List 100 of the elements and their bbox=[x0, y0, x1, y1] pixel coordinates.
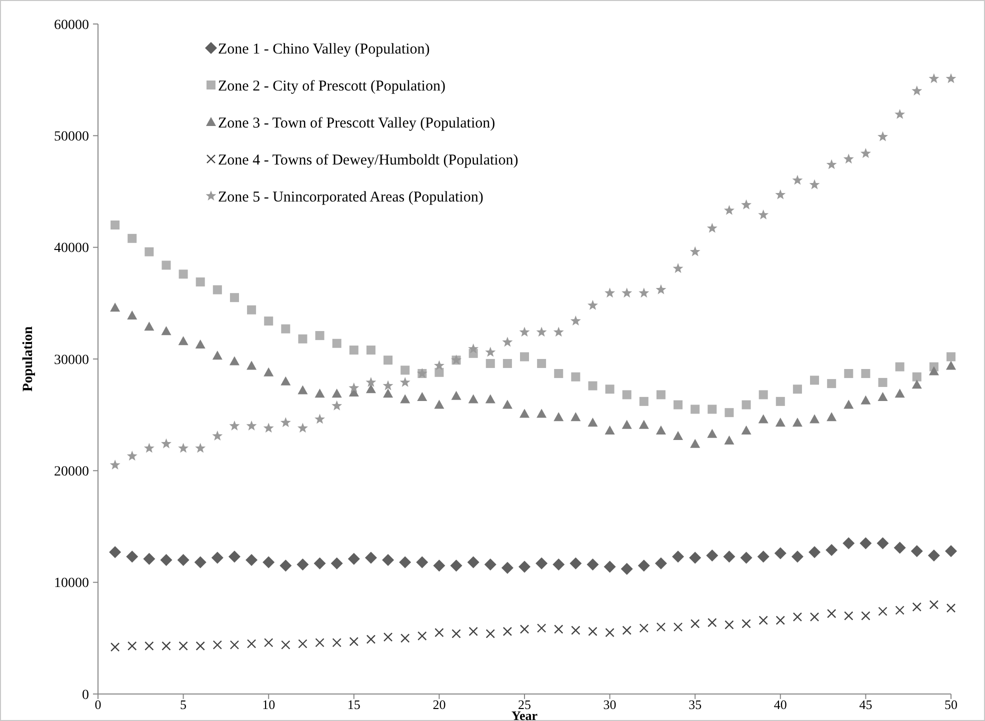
point bbox=[672, 263, 684, 273]
point bbox=[212, 430, 223, 440]
point bbox=[604, 560, 616, 573]
point bbox=[706, 222, 718, 233]
point bbox=[298, 639, 308, 648]
point bbox=[418, 631, 427, 641]
point bbox=[247, 305, 256, 314]
point bbox=[946, 603, 956, 613]
point bbox=[280, 376, 291, 386]
point bbox=[656, 622, 666, 632]
point bbox=[349, 346, 358, 355]
point bbox=[690, 619, 700, 628]
point bbox=[758, 616, 768, 625]
point bbox=[264, 638, 274, 648]
point bbox=[741, 425, 752, 434]
point bbox=[433, 560, 446, 572]
point bbox=[656, 425, 666, 434]
point bbox=[570, 316, 581, 326]
point bbox=[263, 422, 274, 433]
point bbox=[348, 552, 360, 565]
point bbox=[400, 634, 410, 643]
point bbox=[537, 358, 546, 368]
point bbox=[895, 362, 904, 372]
y-tick-label: 50000 bbox=[54, 130, 89, 145]
point bbox=[195, 339, 206, 348]
point bbox=[228, 550, 240, 563]
point bbox=[946, 73, 956, 84]
point bbox=[740, 552, 752, 564]
point bbox=[827, 379, 836, 388]
point bbox=[928, 550, 940, 562]
point bbox=[826, 609, 836, 618]
point bbox=[128, 641, 137, 651]
point bbox=[776, 616, 785, 625]
point bbox=[332, 338, 342, 348]
point bbox=[162, 641, 171, 651]
point bbox=[708, 404, 717, 414]
point bbox=[298, 385, 308, 394]
point bbox=[928, 73, 940, 84]
point bbox=[178, 641, 188, 651]
point bbox=[912, 86, 922, 96]
point bbox=[434, 360, 444, 370]
point bbox=[860, 395, 871, 404]
point bbox=[912, 380, 922, 389]
point bbox=[894, 388, 905, 398]
point bbox=[330, 557, 343, 570]
point bbox=[450, 560, 462, 572]
point bbox=[792, 612, 802, 622]
point bbox=[810, 612, 820, 622]
point bbox=[758, 414, 768, 424]
x-tick-label: 5 bbox=[180, 697, 187, 712]
point bbox=[161, 438, 172, 448]
point bbox=[246, 360, 257, 370]
legend-label: Zone 4 - Towns of Dewey/Humboldt (Population) bbox=[218, 152, 518, 168]
legend-label: Zone 3 - Town of Prescott Valley (Population) bbox=[218, 115, 496, 132]
point bbox=[212, 350, 222, 360]
point bbox=[724, 436, 734, 445]
point bbox=[571, 626, 580, 635]
point bbox=[468, 626, 478, 636]
point bbox=[230, 640, 240, 650]
point bbox=[366, 384, 376, 394]
point bbox=[434, 368, 444, 377]
point bbox=[912, 372, 922, 382]
point bbox=[144, 641, 154, 651]
point bbox=[110, 460, 120, 470]
point bbox=[792, 384, 802, 394]
point bbox=[876, 537, 889, 550]
point bbox=[144, 442, 154, 453]
point bbox=[741, 199, 752, 210]
point bbox=[196, 641, 205, 651]
point bbox=[638, 420, 649, 429]
point bbox=[297, 422, 308, 433]
point bbox=[673, 431, 684, 440]
point bbox=[195, 442, 206, 453]
point bbox=[588, 381, 598, 390]
point bbox=[690, 404, 700, 414]
point bbox=[620, 562, 633, 575]
x-tick-label: 10 bbox=[262, 697, 276, 712]
legend-label: Zone 5 - Unincorporated Areas (Population) bbox=[218, 189, 484, 206]
point bbox=[382, 554, 394, 566]
legend-label: Zone 1 - Chino Valley (Population) bbox=[218, 41, 430, 58]
point bbox=[246, 420, 257, 430]
point bbox=[536, 624, 546, 633]
point bbox=[554, 412, 564, 422]
point bbox=[894, 542, 906, 554]
point bbox=[808, 546, 821, 558]
point bbox=[622, 420, 632, 429]
point bbox=[486, 629, 495, 638]
point bbox=[929, 600, 939, 610]
point bbox=[639, 624, 649, 633]
point bbox=[468, 394, 478, 404]
point bbox=[196, 277, 205, 286]
point bbox=[672, 550, 684, 563]
point bbox=[708, 618, 717, 628]
point bbox=[212, 285, 222, 294]
point bbox=[501, 562, 514, 574]
point bbox=[775, 189, 786, 200]
point bbox=[314, 414, 326, 424]
point bbox=[910, 545, 923, 558]
point bbox=[315, 331, 324, 340]
point bbox=[674, 400, 683, 410]
